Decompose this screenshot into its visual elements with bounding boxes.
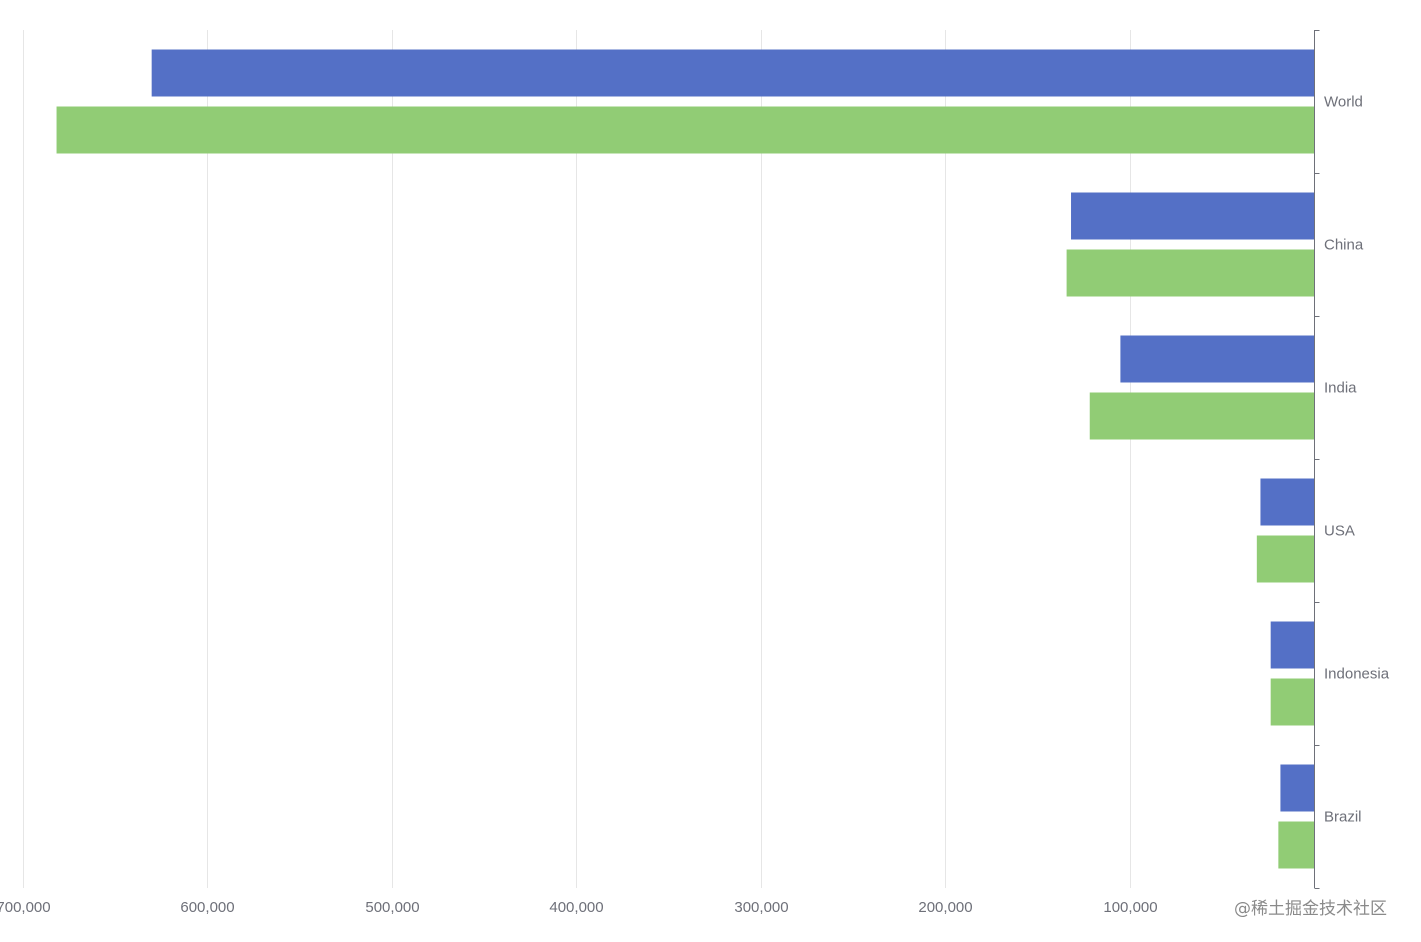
x-tick-label-400000: 400,000	[549, 899, 603, 916]
y-axis-category-labels: World China India USA Indonesia Brazil	[1324, 94, 1390, 826]
x-axis-tick-labels: 700,000 600,000 500,000 400,000 300,000 200,0…	[0, 899, 1158, 916]
y-category-label-usa: USA	[1324, 523, 1355, 540]
x-tick-label-500000: 500,000	[365, 899, 419, 916]
y-category-label-brazil: Brazil	[1324, 809, 1362, 826]
x-tick-label-600000: 600,000	[180, 899, 234, 916]
x-tick-label-300000: 300,000	[734, 899, 788, 916]
x-tick-label-100000: 100,000	[1103, 899, 1157, 916]
y-axis	[1314, 30, 1320, 889]
bar-india-series-2	[1089, 392, 1314, 440]
bar-indonesia-series-1	[1270, 621, 1314, 669]
bar-indonesia-series-2	[1270, 678, 1314, 726]
bar-brazil-series-1	[1280, 764, 1314, 812]
grid-lines	[23, 30, 1131, 888]
y-category-label-world: World	[1324, 94, 1363, 111]
bar-world-series-2	[56, 106, 1315, 154]
x-tick-label-700000: 700,000	[0, 899, 51, 916]
bar-usa-series-1	[1260, 478, 1314, 526]
y-category-label-indonesia: Indonesia	[1324, 666, 1390, 683]
bar-china-series-2	[1066, 249, 1314, 297]
x-tick-label-200000: 200,000	[918, 899, 972, 916]
bars	[56, 49, 1315, 869]
bar-brazil-series-2	[1278, 821, 1314, 869]
bar-china-series-1	[1071, 192, 1314, 240]
bar-india-series-1	[1120, 335, 1314, 383]
y-category-label-china: China	[1324, 237, 1364, 254]
bar-world-series-1	[151, 49, 1315, 97]
bar-usa-series-2	[1256, 535, 1314, 583]
y-category-label-india: India	[1324, 380, 1357, 397]
watermark: @稀土掘金技术社区	[1234, 899, 1387, 919]
